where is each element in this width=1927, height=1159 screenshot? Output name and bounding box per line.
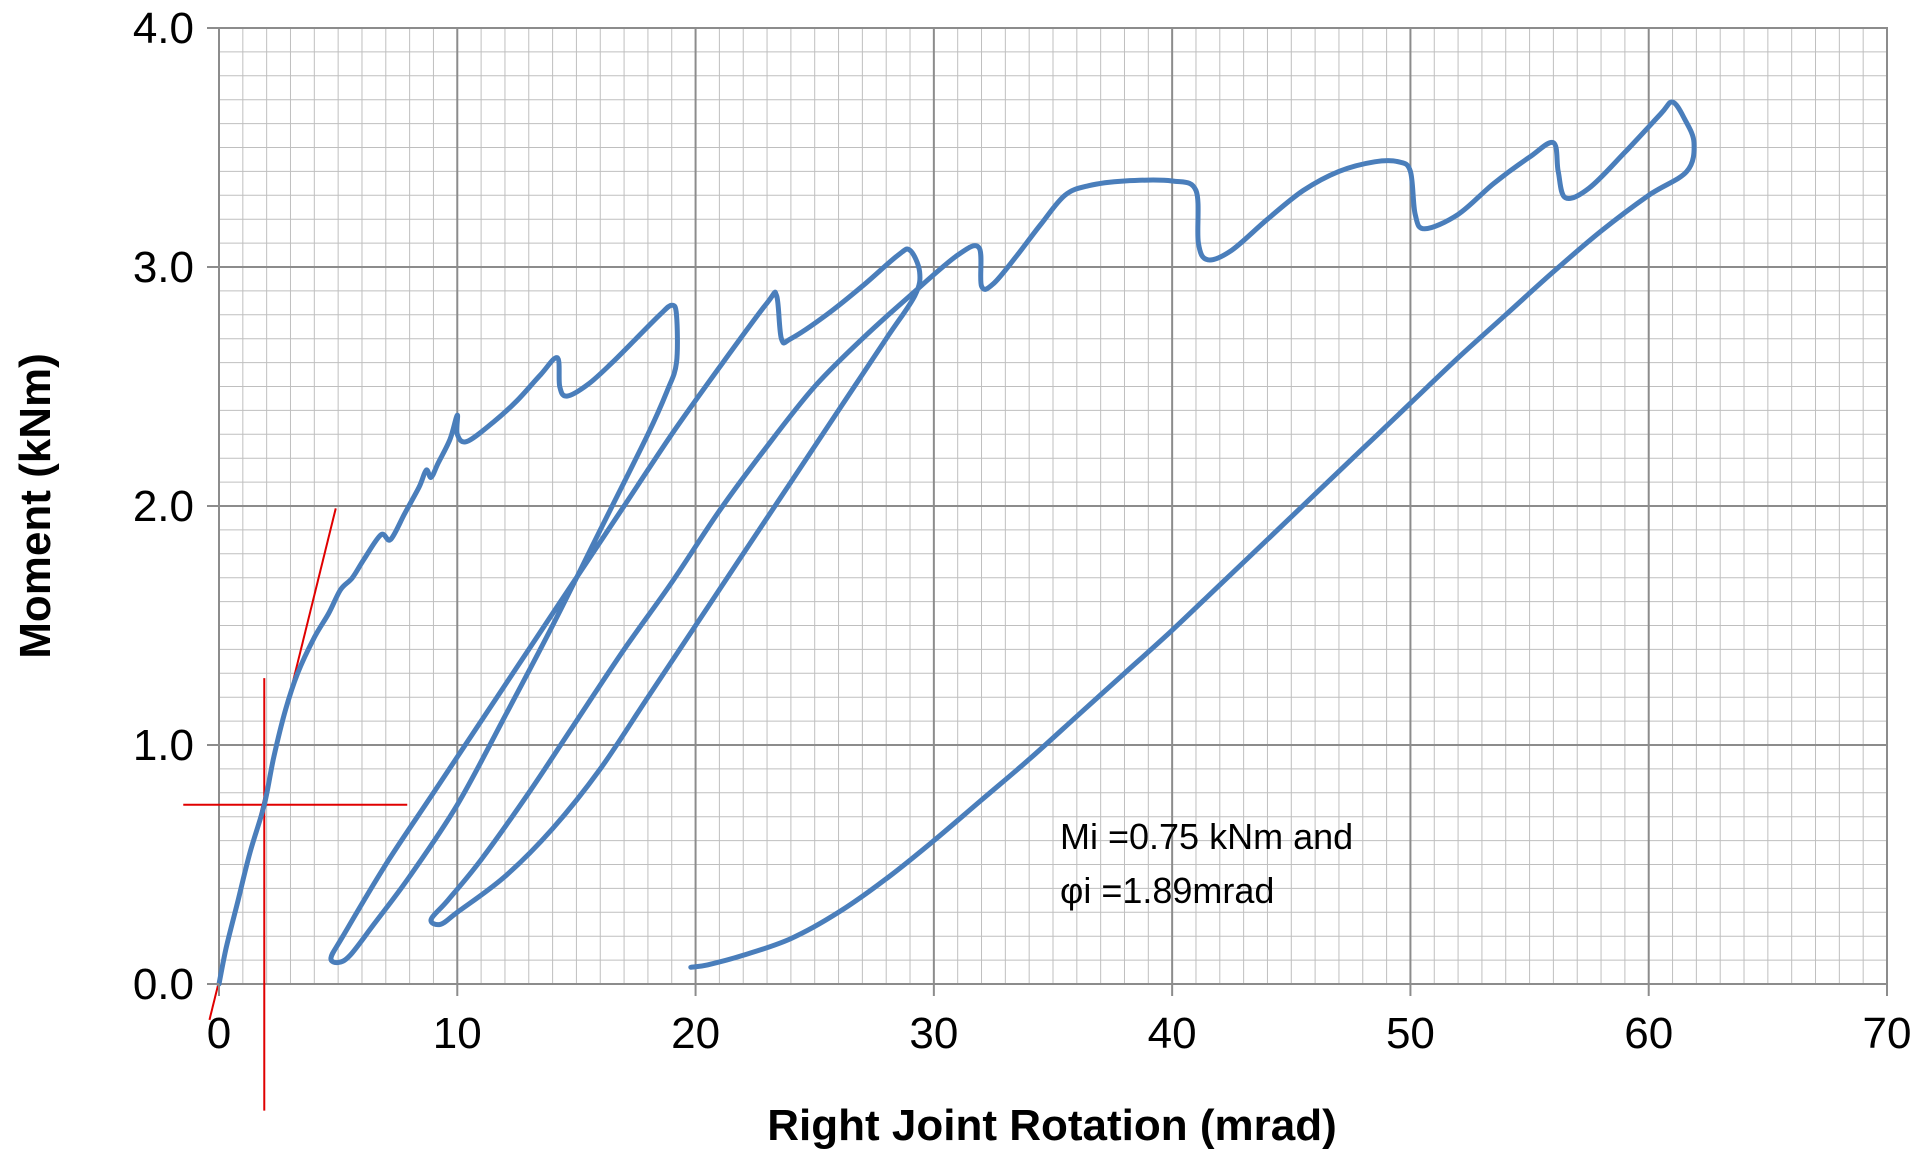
y-tick-label: 3.0 — [133, 243, 194, 292]
annotation-moment: Mi =0.75 kNm and — [1060, 816, 1353, 857]
y-tick-labels: 0.0 1.0 2.0 3.0 4.0 — [133, 4, 219, 1009]
series-layer — [216, 99, 1697, 987]
y-tick-label: 2.0 — [133, 482, 194, 531]
x-tick-label: 30 — [909, 1009, 958, 1058]
y-tick-label: 4.0 — [133, 4, 194, 53]
x-tick-label: 20 — [671, 1009, 720, 1058]
x-tick-label: 0 — [207, 1009, 231, 1058]
x-tick-label: 10 — [433, 1009, 482, 1058]
y-axis-title: Moment (kNm) — [11, 353, 60, 659]
x-axis-title: Right Joint Rotation (mrad) — [767, 1101, 1337, 1150]
x-tick-label: 40 — [1148, 1009, 1197, 1058]
moment-rotation-series-line — [216, 99, 1697, 987]
y-tick-label: 0.0 — [133, 960, 194, 1009]
annotation-rotation: φi =1.89mrad — [1060, 870, 1274, 911]
x-tick-label: 50 — [1386, 1009, 1435, 1058]
x-tick-label: 60 — [1624, 1009, 1673, 1058]
x-tick-labels: 0 10 20 30 40 50 60 70 — [207, 984, 1912, 1058]
x-tick-label: 70 — [1863, 1009, 1912, 1058]
y-tick-label: 1.0 — [133, 721, 194, 770]
